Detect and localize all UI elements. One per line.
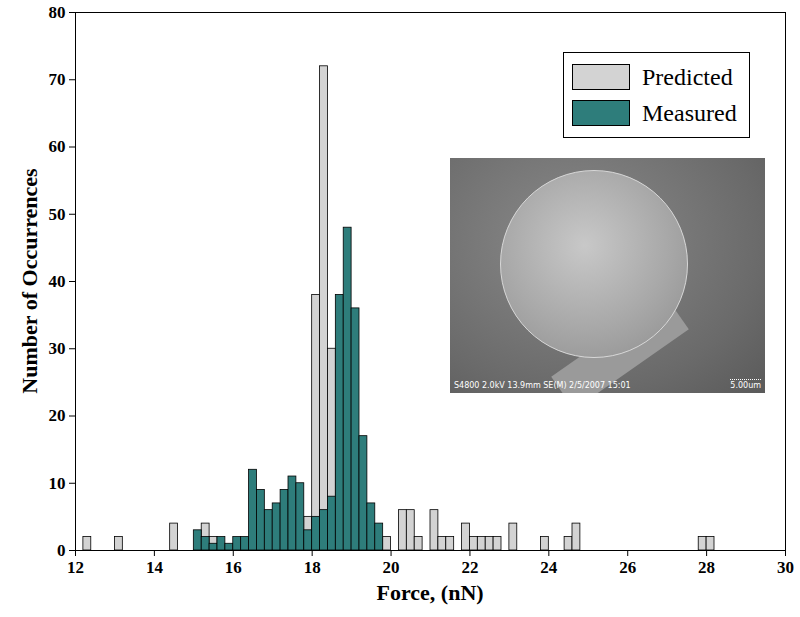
svg-text:30: 30 <box>777 558 794 577</box>
html-text:5.00um: 5.00um <box>730 381 761 390</box>
html-text:Predicted: Predicted <box>642 63 733 90</box>
svg-text:70: 70 <box>49 70 66 89</box>
html-text:S4800 2.0kV 13.9mm SE(M) 2/5/2: S4800 2.0kV 13.9mm SE(M) 2/5/2007 15:01 <box>454 381 631 390</box>
svg-text:40: 40 <box>49 272 66 291</box>
svg-text:26: 26 <box>619 558 636 577</box>
svg-text:14: 14 <box>146 558 164 577</box>
html-text:Number of Occurrences: Number of Occurrences <box>16 168 42 394</box>
html-text:Force, (nN): Force, (nN) <box>376 580 484 605</box>
svg-text:24: 24 <box>540 558 558 577</box>
svg-text:10: 10 <box>49 474 66 493</box>
svg-text:16: 16 <box>225 558 242 577</box>
svg-text:60: 60 <box>49 137 66 156</box>
svg-text:50: 50 <box>49 205 66 224</box>
svg-text:18: 18 <box>304 558 321 577</box>
svg-text:12: 12 <box>67 558 84 577</box>
html-text:Measured: Measured <box>642 99 737 126</box>
svg-text:30: 30 <box>49 339 66 358</box>
svg-text:20: 20 <box>49 406 66 425</box>
svg-text:28: 28 <box>698 558 715 577</box>
svg-text:80: 80 <box>49 3 66 22</box>
svg-text:22: 22 <box>461 558 478 577</box>
svg-text:0: 0 <box>57 541 66 560</box>
svg-text:20: 20 <box>383 558 400 577</box>
